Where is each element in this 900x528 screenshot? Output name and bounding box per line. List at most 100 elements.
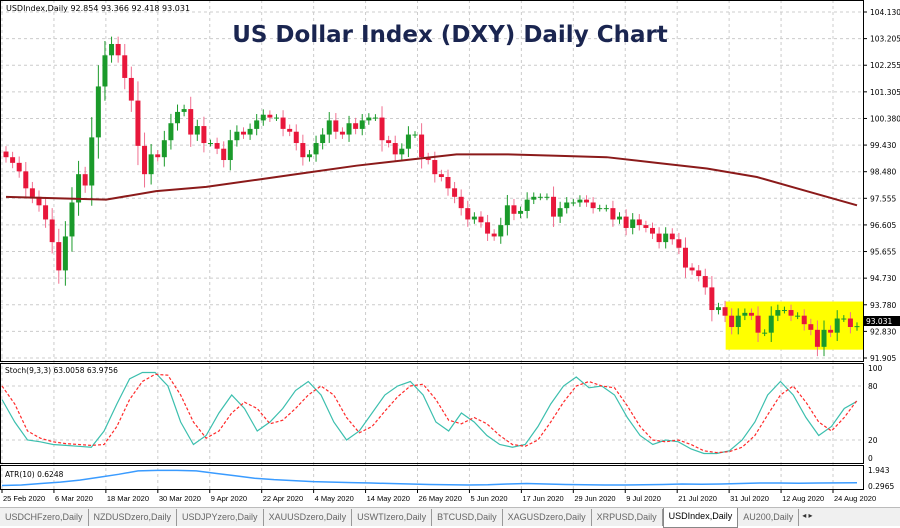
bearish-candle [16, 162, 22, 172]
price-tick-label: 103.205 [870, 35, 900, 44]
bullish-candle [564, 202, 570, 209]
bullish-candle [577, 199, 583, 203]
tab-nzdusdzero[interactable]: NZDUSDzero,Daily [89, 509, 178, 526]
date-label: 30 Mar 2020 [159, 494, 201, 503]
tab-xauusdzero[interactable]: XAUUSDzero,Daily [264, 509, 353, 526]
bearish-candle [280, 117, 286, 129]
bearish-candle [689, 267, 695, 271]
bullish-candle [735, 315, 741, 328]
bullish-candle [247, 128, 253, 135]
bullish-candle [471, 216, 477, 220]
bullish-candle [498, 225, 504, 237]
bullish-candle [181, 109, 187, 112]
price-tick-label: 94.730 [870, 274, 896, 283]
tab-usdindex[interactable]: USDIndex,Daily [662, 508, 739, 528]
bearish-candle [56, 242, 62, 271]
bullish-candle [313, 143, 319, 155]
bearish-candle [511, 205, 517, 214]
price-tick-label: 99.430 [870, 141, 896, 150]
tab-usdjpyzero[interactable]: USDJPYzero,Daily [177, 509, 264, 526]
bullish-candle [76, 174, 82, 203]
chart-tabs: USDCHFzero,Daily NZDUSDzero,Daily USDJPY… [0, 507, 900, 528]
date-label: 9 Apr 2020 [211, 494, 247, 503]
stoch-signal-line [1, 373, 858, 454]
bearish-candle [623, 216, 629, 228]
date-label: 12 Aug 2020 [782, 494, 824, 503]
bullish-candle [544, 196, 550, 198]
price-tick-label: 101.305 [870, 88, 900, 97]
chart-title: US Dollar Index (DXY) Daily Chart [232, 22, 668, 48]
tab-xrpusd[interactable]: XRPUSD,Daily [592, 509, 663, 526]
bullish-candle [194, 126, 200, 135]
bearish-candle [155, 154, 161, 158]
current-price-label: 93.031 [866, 317, 892, 326]
bearish-candle [49, 219, 55, 243]
date-label: 26 May 2020 [419, 494, 462, 503]
bearish-candle [847, 318, 853, 328]
bullish-candle [254, 120, 260, 129]
bullish-candle [148, 154, 154, 175]
bearish-candle [551, 196, 557, 217]
stoch-tick-label: 100 [868, 364, 883, 373]
bearish-candle [425, 157, 431, 161]
bullish-candle [346, 123, 352, 135]
bullish-candle [821, 329, 827, 347]
bearish-candle [3, 151, 9, 158]
bearish-candle [36, 196, 42, 206]
date-label: 29 Jun 2020 [574, 494, 615, 503]
bearish-candle [814, 329, 820, 347]
bullish-candle [234, 131, 240, 141]
date-label: 18 Mar 2020 [107, 494, 149, 503]
bearish-candle [353, 123, 359, 129]
tab-btcusd[interactable]: BTCUSD,Daily [432, 509, 503, 526]
consolidation-highlight-box [725, 301, 863, 350]
price-tick-label: 98.480 [870, 168, 896, 177]
stoch-tick-label: 80 [868, 382, 878, 391]
grid [0, 0, 863, 489]
bullish-candle [161, 140, 167, 158]
bullish-candle [260, 114, 266, 121]
bullish-candle [537, 196, 543, 198]
stoch-axis: 100 80 20 0 [868, 364, 883, 463]
bullish-candle [762, 332, 768, 334]
bearish-candle [438, 174, 444, 178]
tab-uswtizero[interactable]: USWTIzero,Daily [352, 509, 433, 526]
price-tick-label: 102.255 [870, 61, 900, 70]
tab-scroll-arrows[interactable]: ◂ ▸ [802, 511, 813, 520]
bullish-candle [795, 315, 801, 317]
tab-usdchfzero[interactable]: USDCHFzero,Daily [0, 509, 89, 526]
bearish-candle [729, 315, 735, 328]
tab-au200[interactable]: AU200,Daily [738, 509, 800, 526]
bearish-candle [649, 227, 655, 234]
bearish-candle [676, 239, 682, 248]
bearish-candle [43, 205, 49, 220]
tab-xagusdzero[interactable]: XAGUSDzero,Daily [503, 509, 592, 526]
atr-label: ATR(10) 0.6248 [5, 470, 64, 479]
bearish-candle [485, 222, 491, 234]
bearish-candle [656, 233, 662, 243]
bullish-candle [781, 310, 787, 312]
bearish-candle [10, 157, 16, 163]
bearish-candle [478, 216, 484, 223]
atr-axis: 1.943 0.2965 [868, 466, 894, 491]
price-tick-label: 92.830 [870, 327, 896, 336]
date-label: 25 Feb 2020 [3, 494, 45, 503]
date-label: 6 Mar 2020 [55, 494, 93, 503]
atr-line [1, 469, 858, 487]
bearish-candle [386, 140, 392, 144]
bearish-candle [445, 177, 451, 189]
bearish-candle [722, 307, 728, 316]
bearish-candle [188, 109, 194, 135]
bearish-candle [709, 287, 715, 311]
bullish-candle [775, 310, 781, 316]
date-label: 22 Apr 2020 [263, 494, 303, 503]
bullish-candle [715, 307, 721, 311]
stoch-label: Stoch(9,3,3) 63.0058 63.9756 [5, 366, 118, 375]
bearish-candle [828, 329, 834, 333]
bearish-candle [682, 247, 688, 268]
date-label: 4 May 2020 [315, 494, 354, 503]
bullish-candle [854, 326, 860, 328]
bearish-candle [452, 188, 458, 197]
bullish-candle [227, 140, 233, 161]
